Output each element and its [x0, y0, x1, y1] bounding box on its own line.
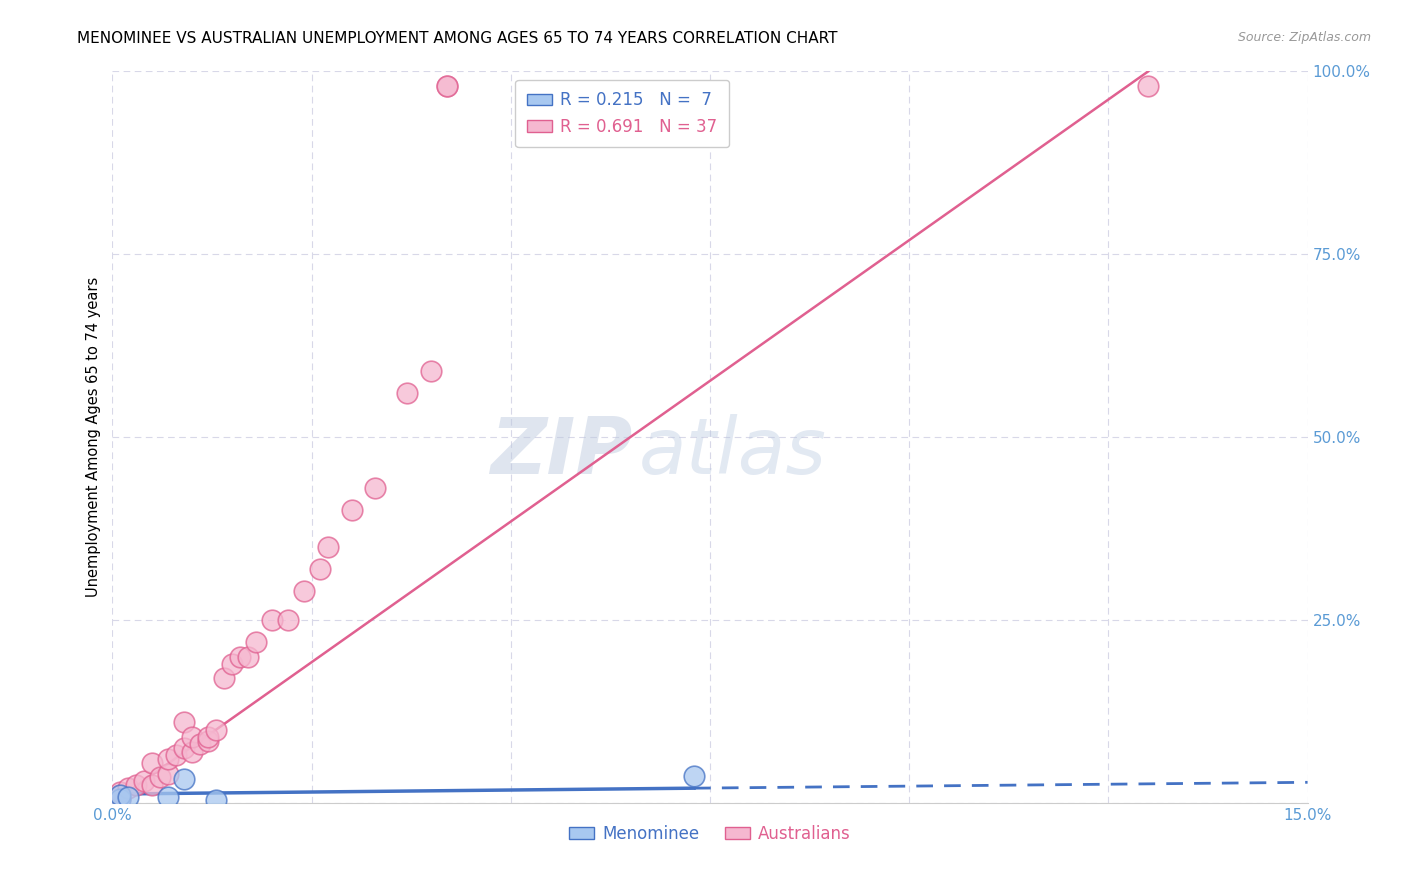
- Point: [125, 778, 148, 792]
- Point: [197, 733, 219, 747]
- Text: MENOMINEE VS AUSTRALIAN UNEMPLOYMENT AMONG AGES 65 TO 74 YEARS CORRELATION CHART: MENOMINEE VS AUSTRALIAN UNEMPLOYMENT AMO…: [77, 31, 838, 46]
- Point: [117, 789, 139, 804]
- Point: [683, 769, 706, 783]
- Point: [260, 613, 283, 627]
- Point: [229, 649, 252, 664]
- Point: [245, 635, 267, 649]
- Legend: Menominee, Australians: Menominee, Australians: [562, 818, 858, 849]
- Text: ZIP: ZIP: [491, 414, 633, 490]
- Point: [173, 740, 195, 755]
- Point: [205, 723, 228, 737]
- Point: [188, 737, 211, 751]
- Point: [212, 672, 235, 686]
- Text: Source: ZipAtlas.com: Source: ZipAtlas.com: [1237, 31, 1371, 45]
- Point: [364, 481, 387, 495]
- Point: [110, 789, 132, 803]
- Point: [292, 583, 315, 598]
- Point: [117, 781, 139, 796]
- Y-axis label: Unemployment Among Ages 65 to 74 years: Unemployment Among Ages 65 to 74 years: [86, 277, 101, 598]
- Point: [110, 785, 132, 799]
- Point: [141, 756, 163, 770]
- Point: [141, 778, 163, 792]
- Point: [436, 78, 458, 93]
- Point: [420, 364, 443, 378]
- Point: [157, 766, 180, 780]
- Point: [316, 540, 339, 554]
- Point: [173, 772, 195, 787]
- Point: [165, 748, 187, 763]
- Text: atlas: atlas: [638, 414, 827, 490]
- Point: [157, 789, 180, 804]
- Point: [396, 386, 419, 401]
- Point: [110, 792, 132, 806]
- Point: [277, 613, 299, 627]
- Point: [157, 752, 180, 766]
- Point: [134, 773, 156, 788]
- Point: [340, 503, 363, 517]
- Point: [236, 649, 259, 664]
- Point: [149, 770, 172, 784]
- Point: [205, 793, 228, 807]
- Point: [110, 789, 132, 803]
- Point: [110, 792, 132, 806]
- Point: [308, 562, 330, 576]
- Point: [436, 78, 458, 93]
- Point: [181, 745, 204, 759]
- Point: [173, 715, 195, 730]
- Point: [181, 730, 204, 744]
- Point: [1137, 78, 1160, 93]
- Point: [221, 657, 243, 671]
- Point: [197, 730, 219, 744]
